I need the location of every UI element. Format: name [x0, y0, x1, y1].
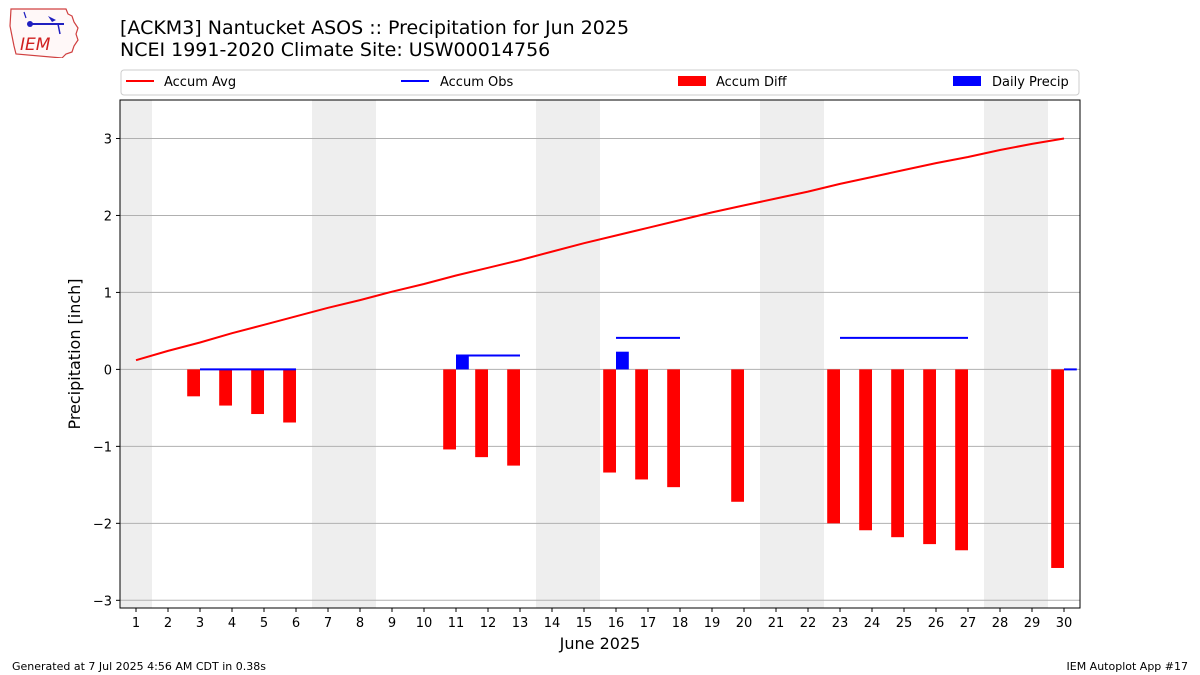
x-tick-label: 24 — [864, 616, 881, 631]
y-tick-label: 2 — [104, 209, 112, 224]
x-tick-label: 3 — [196, 616, 204, 631]
x-tick-label: 9 — [388, 616, 396, 631]
x-tick-label: 5 — [260, 616, 268, 631]
weekend-shading — [120, 100, 1048, 608]
x-tick-label: 15 — [576, 616, 593, 631]
x-tick-label: 17 — [640, 616, 657, 631]
legend-box — [120, 69, 1080, 96]
logo-text: IEM — [20, 35, 51, 55]
accum-avg-line — [135, 137, 1065, 362]
accum-diff-bar — [475, 369, 488, 458]
daily-precip-bar — [456, 355, 469, 370]
x-tick-label: 1 — [132, 616, 140, 631]
iem-logo: IEM — [8, 6, 80, 59]
x-tick-label: 23 — [832, 616, 849, 631]
accum-diff-bar — [251, 369, 264, 415]
accum-diff-bar — [603, 369, 616, 473]
x-tick-label: 26 — [928, 616, 945, 631]
x-tick-label: 16 — [608, 616, 625, 631]
x-tick-label: 30 — [1056, 616, 1073, 631]
y-tick-label: 3 — [104, 132, 112, 147]
accum-diff-bar — [635, 369, 648, 480]
x-tick-label: 8 — [356, 616, 364, 631]
accum-diff-bar — [443, 369, 456, 450]
accum-diff-bar — [507, 369, 520, 466]
y-tick-label: 1 — [104, 286, 112, 301]
x-tick-label: 2 — [164, 616, 172, 631]
accum-diff-bar — [731, 369, 744, 502]
x-tick-label: 22 — [800, 616, 817, 631]
x-tick-label: 10 — [416, 616, 433, 631]
x-tick-label: 6 — [292, 616, 300, 631]
x-tick-label: 14 — [544, 616, 561, 631]
y-tick-label: −1 — [93, 440, 112, 455]
accum-diff-bar — [1051, 369, 1064, 568]
accum-diff-bar — [219, 369, 232, 406]
weekend-band — [312, 100, 376, 608]
accum-diff-bar — [283, 369, 296, 423]
accum-diff-bar — [955, 369, 968, 551]
y-axis-label: Precipitation [inch] — [65, 278, 84, 429]
x-tick-label: 12 — [480, 616, 497, 631]
weekend-band — [536, 100, 600, 608]
bars — [187, 351, 1064, 568]
footer-generated: Generated at 7 Jul 2025 4:56 AM CDT in 0… — [12, 660, 266, 673]
weekend-band — [760, 100, 824, 608]
x-tick-label: 7 — [324, 616, 332, 631]
legend-label: Accum Avg — [164, 75, 236, 90]
weekend-band — [120, 100, 152, 608]
x-tick-label: 27 — [960, 616, 977, 631]
weekend-band — [984, 100, 1048, 608]
accum-diff-bar — [827, 369, 840, 524]
title-line-1: [ACKM3] Nantucket ASOS :: Precipitation … — [120, 17, 630, 39]
title-line-2: NCEI 1991-2020 Climate Site: USW00014756 — [120, 39, 551, 61]
plot-frame — [119, 99, 1081, 609]
legend-label: Accum Diff — [716, 75, 788, 90]
accum-diff-bar — [859, 369, 872, 531]
x-tick-label: 19 — [704, 616, 721, 631]
x-tick-label: 4 — [228, 616, 236, 631]
x-axis-label: June 2025 — [559, 634, 641, 653]
daily-precip-bar — [616, 351, 629, 370]
y-tick-label: −2 — [93, 517, 112, 532]
y-tick-label: 0 — [104, 363, 112, 378]
accum-diff-bar — [667, 369, 680, 488]
footer-app: IEM Autoplot App #17 — [1066, 660, 1189, 673]
accum-diff-bar — [923, 369, 936, 545]
legend: Accum Avg Accum Obs Accum Diff Daily Precip — [120, 69, 1080, 96]
x-tick-label: 18 — [672, 616, 689, 631]
legend-bar-swatch — [678, 76, 706, 86]
x-tick-label: 25 — [896, 616, 913, 631]
series-lines — [135, 137, 1077, 371]
legend-label: Daily Precip — [992, 75, 1069, 90]
x-tick-label: 11 — [448, 616, 465, 631]
x-tick-label: 13 — [512, 616, 529, 631]
x-tick-label: 21 — [768, 616, 785, 631]
accum-diff-bar — [891, 369, 904, 538]
legend-bar-swatch — [953, 76, 981, 86]
x-tick-label: 28 — [992, 616, 1009, 631]
x-tick-label: 29 — [1024, 616, 1041, 631]
legend-label: Accum Obs — [440, 75, 513, 90]
x-tick-label: 20 — [736, 616, 753, 631]
y-tick-label: −3 — [93, 594, 112, 609]
chart-title: [ACKM3] Nantucket ASOS :: Precipitation … — [120, 17, 629, 61]
accum-diff-bar — [187, 369, 200, 397]
